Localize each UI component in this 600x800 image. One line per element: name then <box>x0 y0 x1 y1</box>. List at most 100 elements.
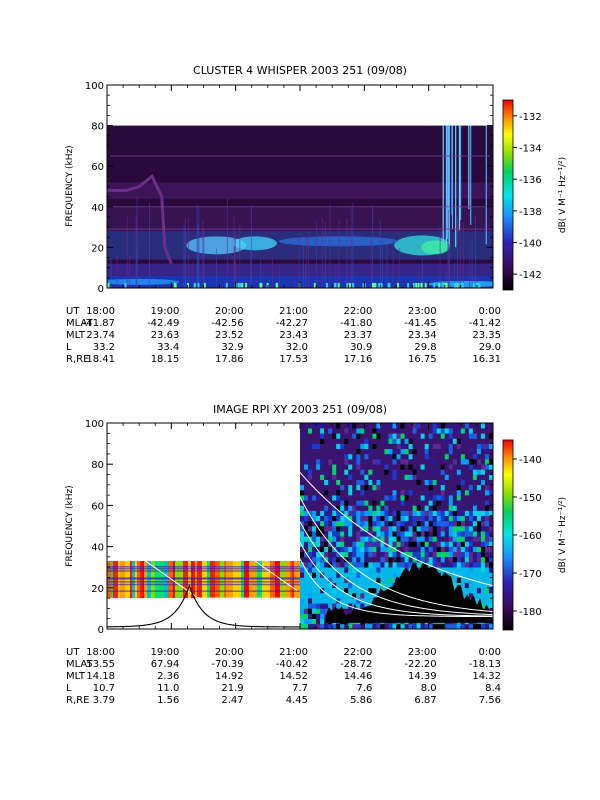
bottom-high-cell <box>448 464 454 470</box>
bottom-high-cell <box>360 500 365 506</box>
bottom-high-cell <box>464 520 470 527</box>
bottom-high-cell <box>404 448 409 455</box>
bottom-high-cell <box>448 515 454 522</box>
bottom-high-cell <box>384 500 389 506</box>
bottom-high-cell <box>488 562 493 568</box>
bottom-high-cell <box>324 556 329 563</box>
bottom-high-cell <box>316 459 321 465</box>
bottom-high-cell <box>392 459 397 465</box>
bottom-high-cell <box>484 567 490 573</box>
bottom-high-cell <box>448 474 454 480</box>
bottom-high-cell <box>320 551 325 558</box>
bottom-high-cell <box>468 423 474 429</box>
bottom-high-cell <box>440 567 446 573</box>
bottom-high-cell <box>460 438 466 444</box>
bottom-high-cell <box>488 500 493 506</box>
bottom-spectrogram <box>107 423 493 629</box>
bottom-high-cell <box>364 598 369 604</box>
bottom-high-cell <box>440 546 446 553</box>
bottom-high-cell <box>324 464 329 470</box>
bottom-high-cell <box>424 489 429 496</box>
bottom-high-cell <box>368 536 373 542</box>
bottom-high-cell <box>368 572 373 578</box>
bottom-high-cell <box>320 608 325 614</box>
bottom-high-cell <box>304 582 309 589</box>
bottom-high-cell <box>332 577 337 583</box>
bottom-high-cell <box>460 433 466 439</box>
bottom-high-cell <box>484 526 490 532</box>
bottom-high-cell <box>316 479 321 486</box>
bottom-high-cell <box>424 479 429 486</box>
bottom-high-cell <box>392 556 397 563</box>
bottom-high-cell <box>320 562 325 568</box>
bottom-high-cell <box>316 520 321 527</box>
bottom-high-cell <box>308 469 313 475</box>
bottom-high-cell <box>360 438 365 444</box>
bottom-high-cell <box>356 453 361 460</box>
bottom-high-cell <box>440 495 446 501</box>
bottom-high-cell <box>348 438 353 444</box>
bottom-high-cell <box>308 510 313 516</box>
bottom-high-cell <box>340 464 345 470</box>
bottom-high-cell <box>432 531 438 537</box>
bottom-high-cell <box>344 520 349 527</box>
top-low-freq-pixel <box>424 282 427 288</box>
bottom-high-cell <box>376 500 381 506</box>
bottom-high-cell <box>316 592 321 599</box>
bottom-high-cell <box>340 515 345 522</box>
bottom-high-cell <box>460 423 466 429</box>
bottom-high-cell <box>388 479 393 486</box>
bottom-high-cell <box>452 531 458 537</box>
bottom-high-cell <box>476 541 482 547</box>
bottom-high-cell <box>364 546 369 553</box>
bottom-high-cell <box>480 433 486 439</box>
bottom-high-cell <box>312 592 317 599</box>
bottom-high-cell <box>328 423 333 429</box>
bottom-high-cell <box>332 556 337 563</box>
bottom-high-cell <box>464 479 470 486</box>
bottom-high-cell <box>376 464 381 470</box>
bottom-high-cell <box>320 613 325 619</box>
bottom-high-cell <box>460 495 466 501</box>
bottom-high-cell <box>404 546 409 553</box>
bottom-high-cell <box>476 536 482 542</box>
bottom-high-cell <box>336 551 341 558</box>
bottom-high-cell <box>408 489 413 496</box>
bottom-low-band-stripe <box>107 578 300 580</box>
bottom-high-cell <box>488 433 493 439</box>
top-low-freq-pixel <box>203 282 206 288</box>
bottom-high-cell <box>468 556 474 563</box>
bottom-high-cell <box>348 587 353 594</box>
bottom-high-cell <box>344 546 349 553</box>
bottom-colorbar-scale <box>502 439 514 631</box>
bottom-high-cell <box>300 562 305 568</box>
bottom-high-cell <box>432 489 438 496</box>
bottom-high-cell <box>488 469 493 475</box>
bottom-high-cell <box>428 526 433 532</box>
bottom-high-cell <box>356 433 361 439</box>
bottom-high-cell <box>328 448 333 455</box>
bottom-high-cell <box>352 464 357 470</box>
bottom-high-cell <box>388 577 393 583</box>
bottom-high-cell <box>484 582 490 589</box>
bottom-high-cell <box>348 474 353 480</box>
bottom-high-cell <box>448 623 454 629</box>
bottom-high-cell <box>488 453 493 460</box>
top-ephem-value: -42.27 <box>276 318 308 329</box>
bottom-high-cell <box>340 598 345 604</box>
bottom-high-cell <box>440 438 446 444</box>
bottom-high-cell <box>356 577 361 583</box>
bottom-high-cell <box>308 520 313 527</box>
bottom-high-cell <box>420 474 425 480</box>
bottom-ephem-value: 5.86 <box>350 695 372 706</box>
bottom-high-cell <box>480 489 486 496</box>
bottom-high-cell <box>432 515 438 522</box>
bottom-high-cell <box>332 474 337 480</box>
bottom-high-cell <box>344 489 349 496</box>
bottom-high-cell <box>432 526 438 532</box>
bottom-high-cell <box>332 469 337 475</box>
top-colorbar-ticks: -132-134-136-138-140-142 <box>513 112 542 281</box>
bottom-high-cell <box>312 433 317 439</box>
bottom-high-cell <box>376 489 381 496</box>
bottom-high-cell <box>300 546 305 553</box>
